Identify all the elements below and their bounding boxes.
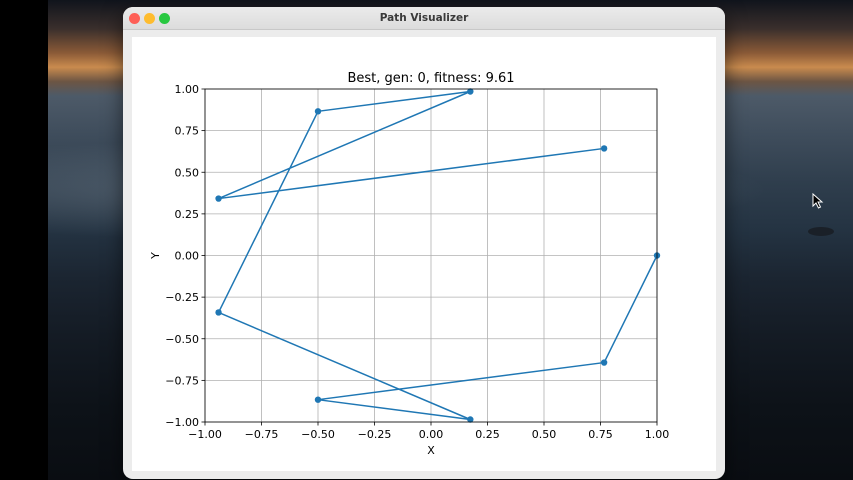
x-tick-label: 0.25 xyxy=(475,428,500,441)
y-tick-label: −1.00 xyxy=(165,416,199,429)
x-tick-label: −0.25 xyxy=(358,428,392,441)
data-point xyxy=(215,195,222,202)
y-tick-label: 0.00 xyxy=(175,250,200,263)
zoom-window-button[interactable] xyxy=(159,13,170,24)
close-window-button[interactable] xyxy=(129,13,140,24)
y-tick-label: 0.50 xyxy=(175,166,200,179)
x-tick-label: 1.00 xyxy=(645,428,670,441)
x-axis-label: X xyxy=(427,444,435,457)
x-tick-label: 0.75 xyxy=(588,428,613,441)
plot-canvas: −1.00 −0.75 −0.50 −0.25 0.00 0.25 0.50 0.75 1.00… xyxy=(132,37,716,471)
path-chart: −1.00 −0.75 −0.50 −0.25 0.00 0.25 0.50 0.75 1.00… xyxy=(149,71,670,457)
data-point xyxy=(600,359,608,366)
minimize-window-button[interactable] xyxy=(144,13,155,24)
x-tick-label: 0.00 xyxy=(419,428,444,441)
x-tick-label: −0.50 xyxy=(301,428,335,441)
y-tick-label: 0.75 xyxy=(175,125,200,138)
data-point xyxy=(314,108,322,115)
data-point xyxy=(314,396,322,403)
y-tick-label: 1.00 xyxy=(175,83,200,96)
window-titlebar[interactable]: Path Visualizer xyxy=(123,7,725,30)
data-point xyxy=(467,88,474,95)
data-point xyxy=(467,416,474,423)
x-tick-label: −1.00 xyxy=(188,428,222,441)
mouse-cursor-icon xyxy=(812,193,824,209)
y-tick-label: −0.50 xyxy=(165,333,199,346)
wallpaper-island xyxy=(808,227,834,236)
chart-title: Best, gen: 0, fitness: 9.61 xyxy=(347,71,514,86)
data-point xyxy=(215,309,222,316)
x-tick-label: 0.50 xyxy=(532,428,557,441)
y-tick-label: −0.25 xyxy=(165,291,199,304)
y-tick-label: 0.25 xyxy=(175,208,200,221)
path-visualizer-window: Path Visualizer −1.00 −0.75 −0.50 −0.25 0.00… xyxy=(123,7,725,479)
data-point xyxy=(600,145,608,152)
window-title: Path Visualizer xyxy=(379,12,469,24)
y-tick-label: −0.75 xyxy=(165,374,199,387)
y-axis-label: Y xyxy=(149,252,162,260)
x-tick-label: −0.75 xyxy=(245,428,279,441)
